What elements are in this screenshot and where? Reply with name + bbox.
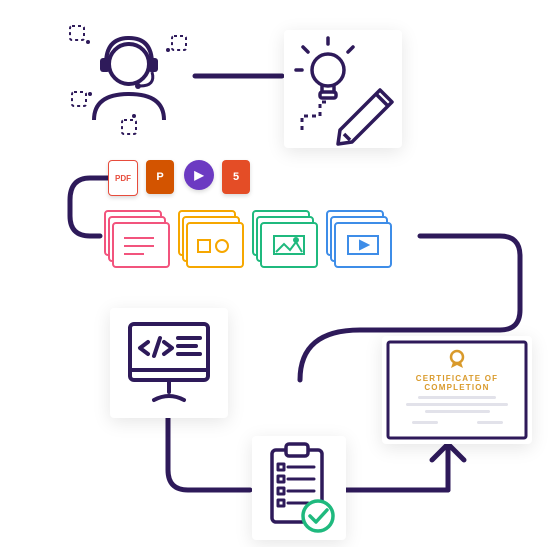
content-stack-video	[326, 210, 386, 270]
checklist-card	[252, 436, 346, 540]
medal-icon	[446, 348, 468, 370]
learner-icon	[64, 20, 194, 140]
code-editor-card	[110, 308, 228, 418]
html5-icon: 5	[222, 160, 250, 194]
content-stack-slides	[178, 210, 238, 270]
html5-label: 5	[233, 171, 239, 183]
certificate-card: CERTIFICATE OF COMPLETION	[382, 336, 532, 444]
pdf-icon: PDF	[108, 160, 138, 196]
certificate-title: CERTIFICATE OF COMPLETION	[392, 374, 522, 392]
powerpoint-icon: P	[146, 160, 174, 194]
content-stack-images	[252, 210, 312, 270]
clipboard-check-icon	[252, 436, 346, 540]
video-play-icon: ▶	[184, 160, 214, 190]
monitor-code-icon	[110, 308, 228, 418]
play-label: ▶	[194, 168, 203, 182]
idea-card	[284, 30, 402, 148]
pdf-label: PDF	[115, 174, 131, 183]
content-stack-documents	[104, 210, 164, 270]
workflow-diagram: PDF P ▶ 5	[0, 0, 560, 547]
ppt-label: P	[156, 171, 163, 183]
